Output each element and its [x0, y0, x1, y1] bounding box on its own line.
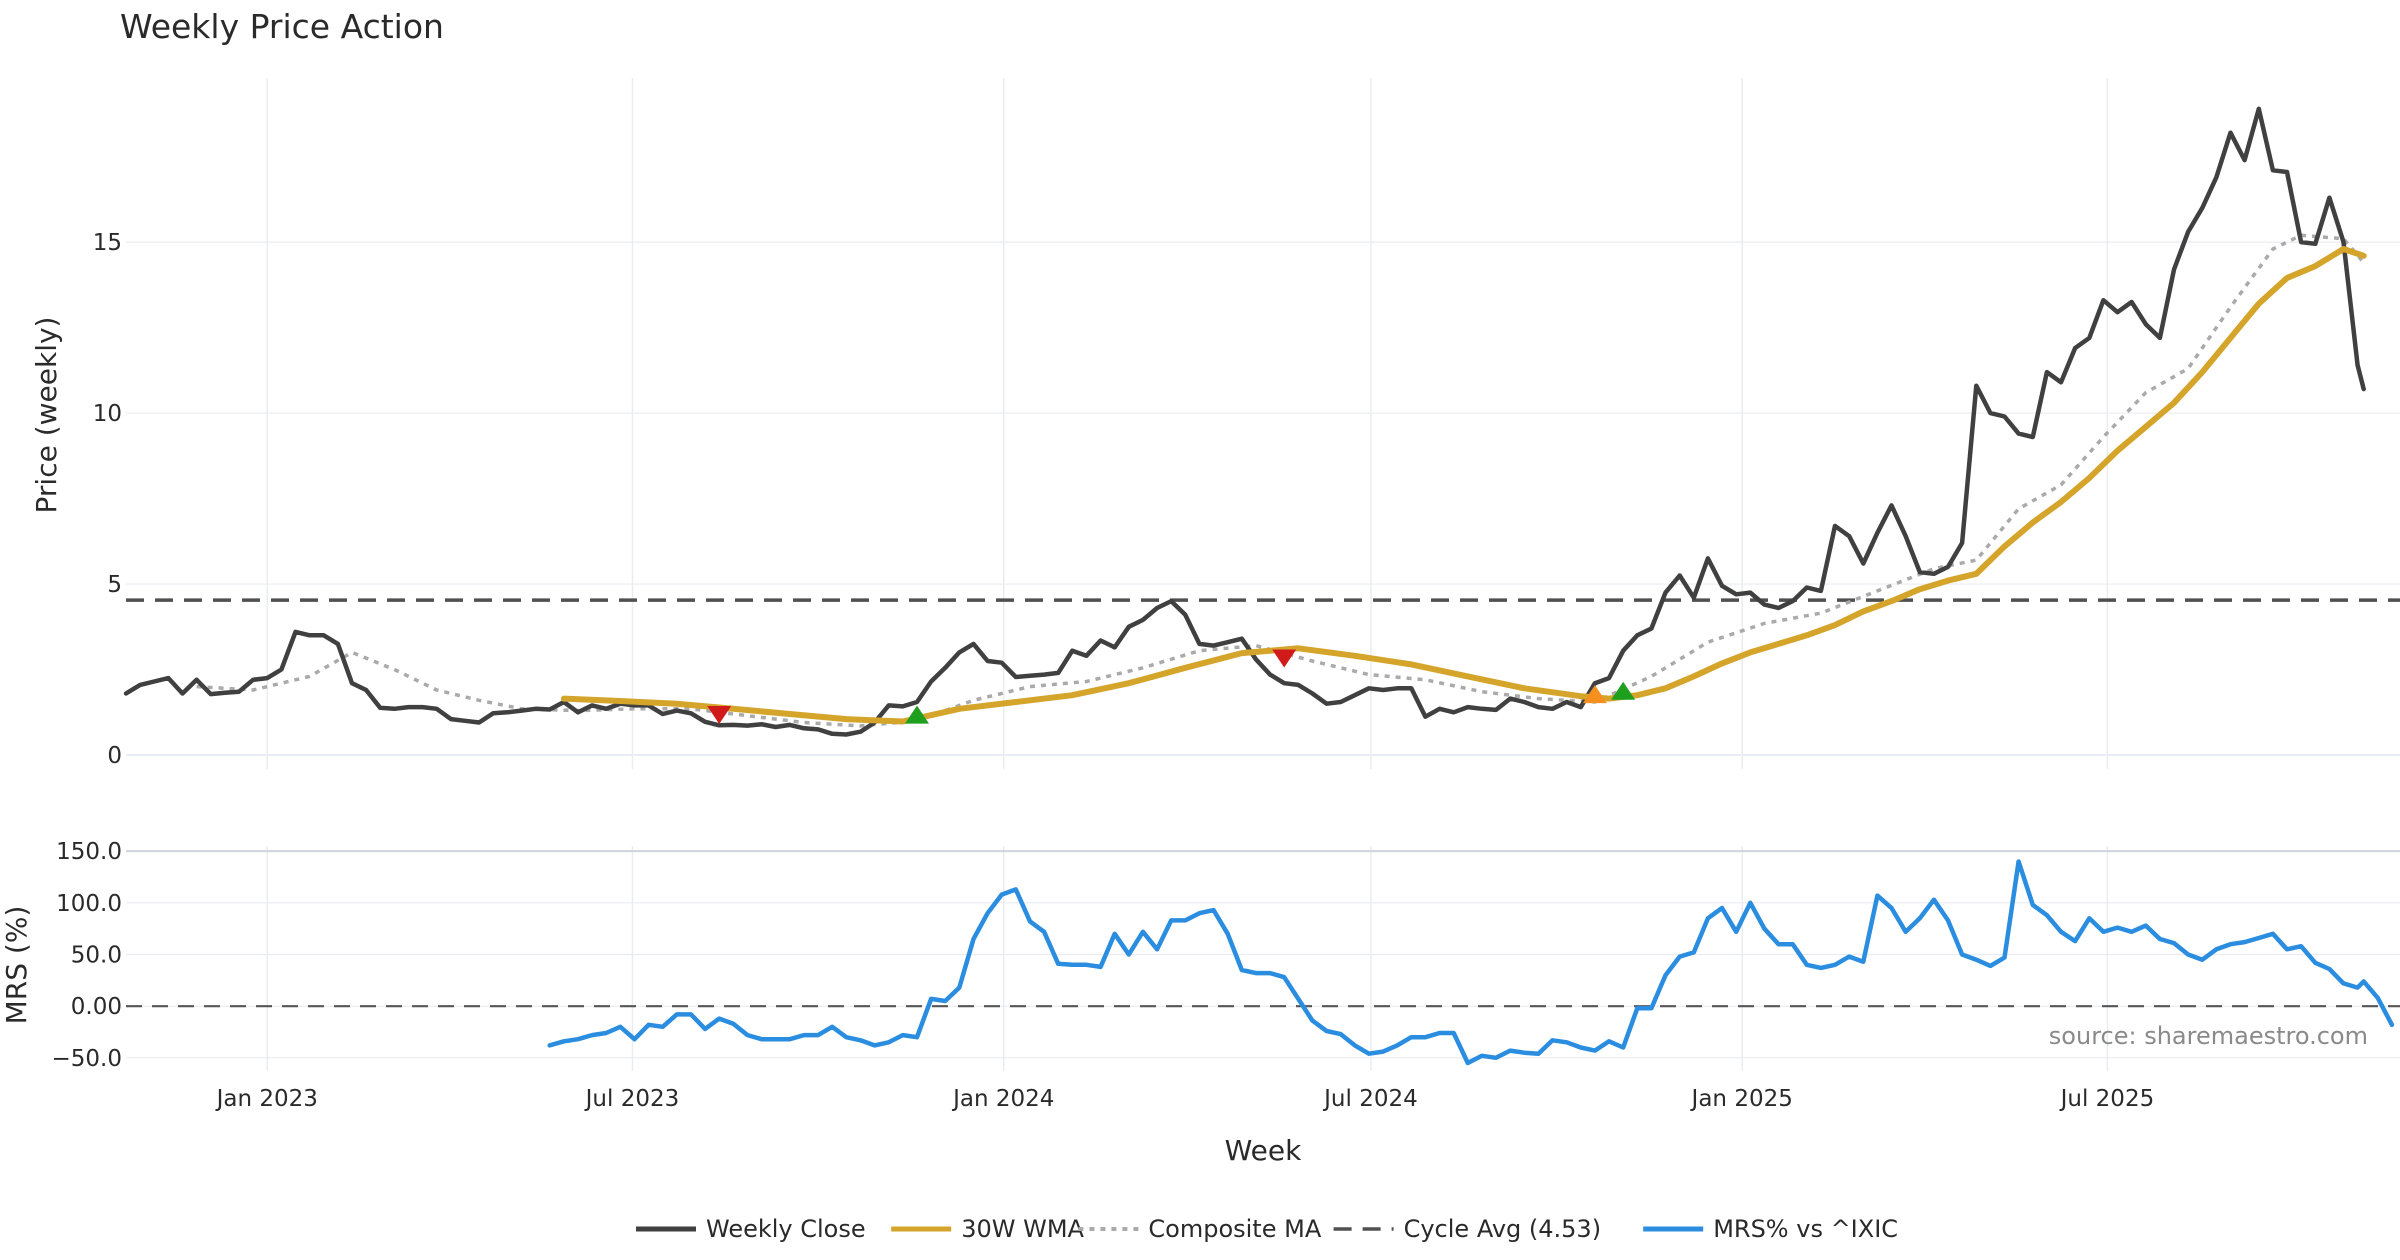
signal-marker-down-2	[1272, 649, 1297, 668]
price-tick-label-15: 15	[93, 230, 122, 256]
price-axis-title: Price (weekly)	[30, 317, 63, 514]
mrs-axis-title: MRS (%)	[0, 906, 33, 1025]
price-tick-label-5: 5	[107, 572, 122, 598]
mrs-tick-label-150-0: 150.0	[56, 839, 122, 865]
mrs-tick-label-0-00: 0.00	[71, 994, 122, 1020]
x-tick-label-jan-2023: Jan 2023	[215, 1086, 318, 1112]
mrs-layer	[126, 859, 2400, 1066]
marker-layer	[707, 649, 1636, 724]
mrs-tick-label-100-0: 100.0	[56, 891, 122, 917]
price-tick-label-10: 10	[93, 401, 122, 427]
x-tick-label-jul-2024: Jul 2024	[1322, 1086, 1418, 1112]
signal-marker-up-4	[1611, 681, 1636, 700]
series-line-30w-wma	[560, 246, 2367, 725]
legend-item-weekly-close: Weekly Close	[636, 1215, 866, 1243]
legend-label-mrs-vs-ixic: MRS% vs ^IXIC	[1713, 1215, 1898, 1243]
x-axis-title: Week	[1225, 1134, 1302, 1167]
x-tick-label-jan-2024: Jan 2024	[951, 1086, 1054, 1112]
legend: Weekly Close 30W WMA Composite MA Cycle Avg…	[636, 1215, 1898, 1243]
legend-item-cycle-avg-4-53: Cycle Avg (4.53)	[1333, 1215, 1601, 1243]
legend-item-30w-wma: 30W WMA	[891, 1215, 1085, 1243]
series-layer	[123, 106, 2367, 737]
legend-label-weekly-close: Weekly Close	[706, 1215, 866, 1243]
legend-label-composite-ma: Composite MA	[1148, 1215, 1321, 1243]
legend-item-mrs-vs-ixic: MRS% vs ^IXIC	[1643, 1215, 1898, 1243]
x-tick-label-jul-2023: Jul 2023	[584, 1086, 680, 1112]
axis-layer: Jan 2023 Jul 2023 Jan 2024 Jul 2024 Jan 2025…	[52, 230, 2155, 1112]
series-line-weekly-close	[123, 106, 2366, 737]
x-tick-label-jul-2025: Jul 2025	[2059, 1086, 2155, 1112]
legend-item-composite-ma: Composite MA	[1078, 1215, 1322, 1243]
source-label: source: sharemaestro.com	[2049, 1022, 2368, 1050]
legend-label-cycle-avg-4-53: Cycle Avg (4.53)	[1404, 1215, 1601, 1243]
grid-layer	[126, 78, 2400, 1071]
signal-marker-up-1	[904, 705, 929, 724]
x-tick-label-jan-2025: Jan 2025	[1690, 1086, 1793, 1112]
series-line-mrs-vs-ixic	[547, 859, 2395, 1066]
chart-title: Weekly Price Action	[120, 7, 444, 46]
legend-label-30w-wma: 30W WMA	[961, 1215, 1084, 1243]
signal-marker-down-0	[707, 705, 732, 724]
mrs-tick-label-50-0: 50.0	[71, 943, 122, 969]
mrs-tick-label-50-0: −50.0	[52, 1046, 122, 1072]
signal-marker-up-3	[1582, 685, 1607, 704]
price-tick-label-0: 0	[107, 743, 122, 769]
